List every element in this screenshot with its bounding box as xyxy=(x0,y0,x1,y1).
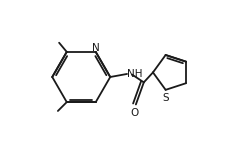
Text: NH: NH xyxy=(127,69,142,79)
Text: N: N xyxy=(92,43,99,53)
Text: O: O xyxy=(130,108,138,118)
Text: S: S xyxy=(162,93,168,103)
